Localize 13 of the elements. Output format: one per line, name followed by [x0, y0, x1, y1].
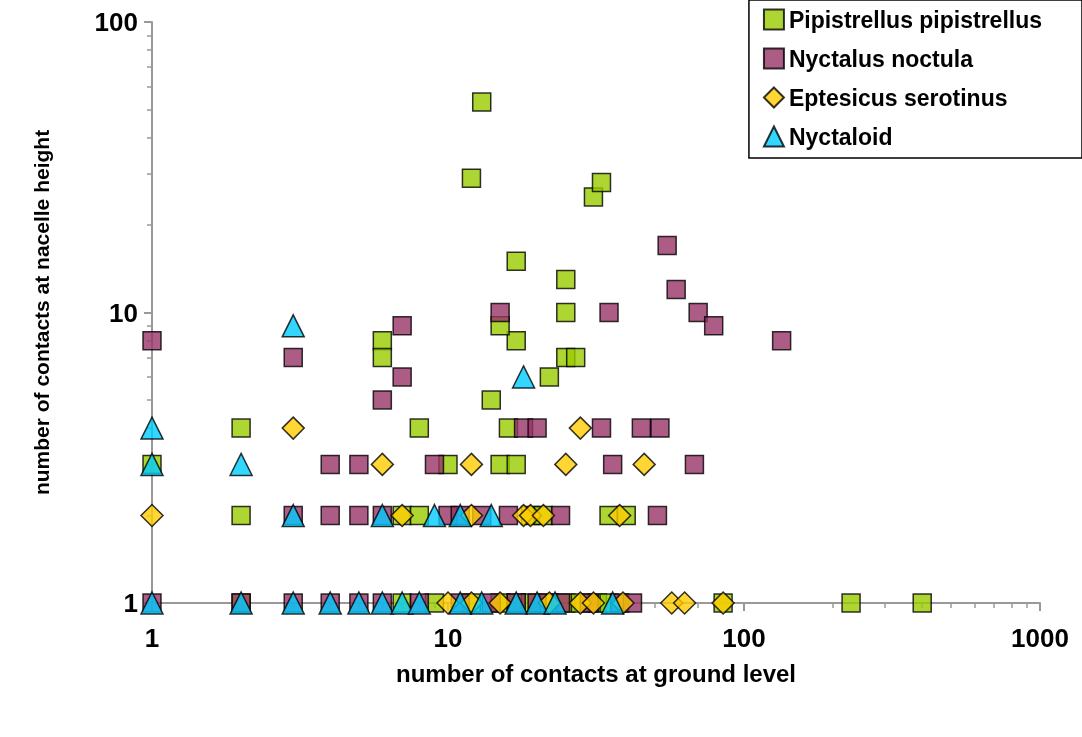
x-tick-label: 1000	[1011, 623, 1069, 653]
legend-label: Nyctaloid	[788, 123, 893, 150]
y-tick-label: 10	[109, 297, 138, 328]
legend-label: Nyctalus noctula	[788, 45, 974, 72]
legend-label: Pipistrellus pipistrellus	[788, 6, 1043, 33]
x-tick-label: 1	[144, 623, 160, 653]
y-tick-label: 1	[123, 588, 138, 618]
y-axis-title: number of contacts at nacelle height	[30, 129, 53, 496]
x-axis-title: number of contacts at ground level	[395, 659, 797, 687]
x-tick-label: 10	[433, 623, 463, 653]
legend-label: Eptesicus serotinus	[788, 84, 1008, 111]
x-tick-label: 100	[722, 623, 766, 653]
y-tick-label: 100	[94, 7, 138, 37]
